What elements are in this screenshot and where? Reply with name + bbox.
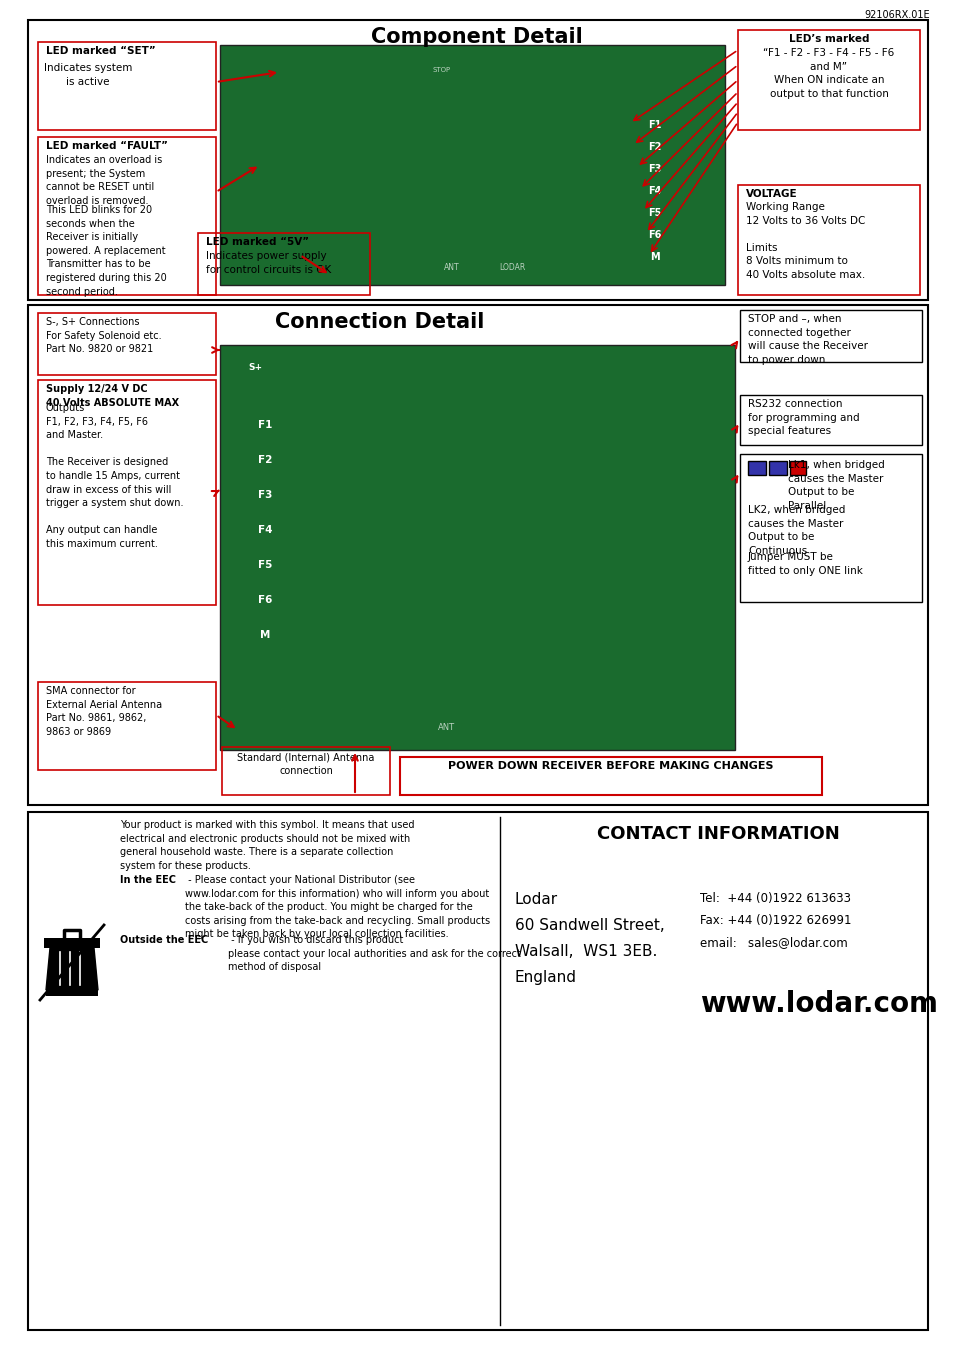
Text: ANT: ANT	[444, 262, 459, 271]
Text: Outputs
F1, F2, F3, F4, F5, F6
and Master.

The Receiver is designed
to handle 1: Outputs F1, F2, F3, F4, F5, F6 and Maste…	[46, 404, 183, 549]
Text: POWER DOWN RECEIVER BEFORE MAKING CHANGES: POWER DOWN RECEIVER BEFORE MAKING CHANGE…	[448, 761, 773, 771]
Text: F2: F2	[648, 142, 661, 153]
Text: F5: F5	[257, 560, 272, 570]
Text: Supply 12/24 V DC
40 Volts ABSOLUTE MAX: Supply 12/24 V DC 40 Volts ABSOLUTE MAX	[46, 383, 179, 408]
Text: Working Range
12 Volts to 36 Volts DC

Limits
8 Volts minimum to
40 Volts absolu: Working Range 12 Volts to 36 Volts DC Li…	[745, 202, 864, 279]
Text: 92106RX.01E: 92106RX.01E	[863, 9, 929, 20]
Text: F3: F3	[257, 490, 272, 500]
Text: LODAR: LODAR	[498, 262, 524, 271]
Text: LED marked “FAULT”: LED marked “FAULT”	[46, 140, 168, 151]
Text: F4: F4	[648, 186, 661, 196]
Text: Component Detail: Component Detail	[371, 27, 582, 47]
Text: England: England	[515, 971, 577, 986]
Text: Jumper MUST be
fitted to only ONE link: Jumper MUST be fitted to only ONE link	[747, 552, 862, 575]
Text: Lodar: Lodar	[515, 892, 558, 907]
Text: Fax: +44 (0)1922 626991: Fax: +44 (0)1922 626991	[700, 914, 851, 927]
FancyBboxPatch shape	[768, 460, 786, 475]
Text: STOP: STOP	[433, 68, 451, 73]
Text: Connection Detail: Connection Detail	[275, 312, 484, 332]
Text: Your product is marked with this symbol. It means that used
electrical and elect: Your product is marked with this symbol.…	[120, 819, 414, 871]
Text: LK2, when bridged
causes the Master
Output to be
Continuous: LK2, when bridged causes the Master Outp…	[747, 505, 844, 556]
Text: F6: F6	[648, 230, 661, 240]
Text: F5: F5	[648, 208, 661, 217]
Text: VOLTAGE: VOLTAGE	[745, 189, 797, 198]
Text: This LED blinks for 20
seconds when the
Receiver is initially
powered. A replace: This LED blinks for 20 seconds when the …	[46, 205, 167, 297]
Text: SMA connector for
External Aerial Antenna
Part No. 9861, 9862,
9863 or 9869: SMA connector for External Aerial Antenn…	[46, 686, 162, 737]
Text: 60 Sandwell Street,: 60 Sandwell Street,	[515, 918, 664, 933]
Text: ANT: ANT	[438, 724, 456, 733]
Text: M: M	[259, 630, 270, 640]
Text: www.lodar.com: www.lodar.com	[700, 990, 937, 1018]
Text: S+: S+	[248, 363, 262, 371]
Text: M: M	[650, 252, 659, 262]
Text: LED marked “5V”: LED marked “5V”	[206, 238, 309, 247]
FancyBboxPatch shape	[747, 460, 765, 475]
Text: F2: F2	[257, 455, 272, 464]
Text: email:   sales@lodar.com: email: sales@lodar.com	[700, 936, 847, 949]
Polygon shape	[46, 948, 98, 990]
Text: RS232 connection
for programming and
special features: RS232 connection for programming and spe…	[747, 400, 859, 436]
FancyBboxPatch shape	[220, 346, 734, 751]
Text: Tel:  +44 (0)1922 613633: Tel: +44 (0)1922 613633	[700, 892, 850, 904]
Text: Outside the EEC: Outside the EEC	[120, 936, 208, 945]
Text: F1: F1	[257, 420, 272, 431]
Text: In the EEC: In the EEC	[120, 875, 175, 886]
Text: F6: F6	[257, 595, 272, 605]
Text: Walsall,  WS1 3EB.: Walsall, WS1 3EB.	[515, 944, 657, 958]
Text: STOP and –, when
connected together
will cause the Receiver
to power down: STOP and –, when connected together will…	[747, 315, 867, 364]
FancyBboxPatch shape	[789, 460, 805, 475]
Text: LED’s marked: LED’s marked	[788, 34, 868, 45]
Text: - If you wish to discard this product
please contact your local authorities and : - If you wish to discard this product pl…	[228, 936, 520, 972]
Text: F4: F4	[257, 525, 272, 535]
Text: CONTACT INFORMATION: CONTACT INFORMATION	[596, 825, 839, 842]
Text: LED marked “SET”: LED marked “SET”	[46, 46, 155, 55]
Text: Indicates an overload is
present; the System
cannot be RESET until
overload is r: Indicates an overload is present; the Sy…	[46, 155, 162, 205]
FancyBboxPatch shape	[46, 990, 98, 996]
Text: “F1 - F2 - F3 - F4 - F5 - F6
and M”
When ON indicate an
output to that function: “F1 - F2 - F3 - F4 - F5 - F6 and M” When…	[762, 49, 894, 99]
FancyBboxPatch shape	[220, 45, 724, 285]
Text: - Please contact your National Distributor (see
www.lodar.com for this informati: - Please contact your National Distribut…	[185, 875, 490, 940]
Text: F1: F1	[648, 120, 661, 130]
Text: F3: F3	[648, 163, 661, 174]
Text: S-, S+ Connections
For Safety Solenoid etc.
Part No. 9820 or 9821: S-, S+ Connections For Safety Solenoid e…	[46, 317, 161, 354]
Text: Indicates power supply
for control circuits is OK: Indicates power supply for control circu…	[206, 251, 331, 274]
Text: Indicates system
is active: Indicates system is active	[44, 63, 132, 86]
Text: Lk1, when bridged
causes the Master
Output to be
Parallel: Lk1, when bridged causes the Master Outp…	[787, 460, 883, 510]
FancyBboxPatch shape	[44, 938, 100, 948]
Text: Standard (Internal) Antenna
connection: Standard (Internal) Antenna connection	[237, 752, 375, 776]
